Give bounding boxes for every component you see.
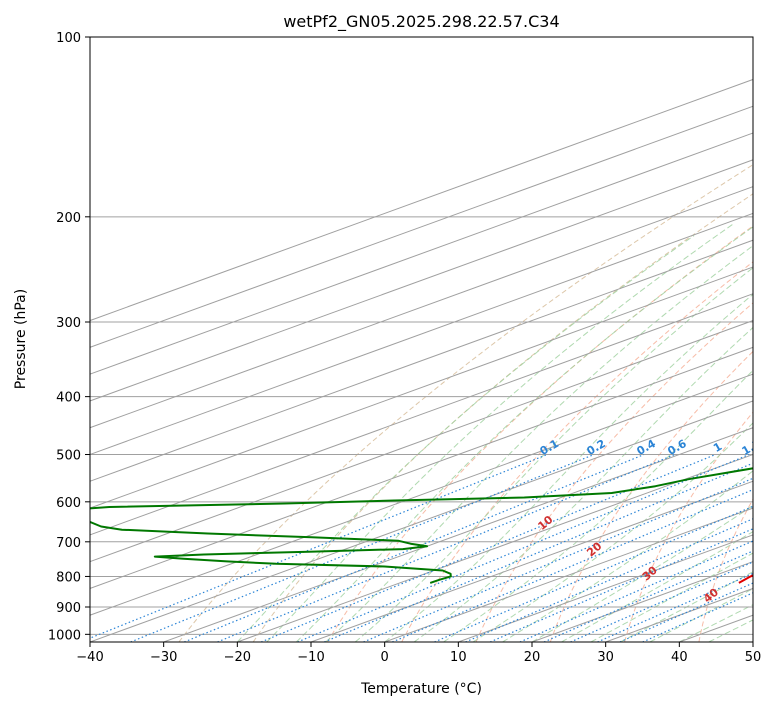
isotherm bbox=[90, 400, 753, 642]
dry-adiabat-label: 10 bbox=[535, 513, 555, 533]
isotherm bbox=[531, 561, 753, 642]
dry-adiabat bbox=[401, 261, 753, 642]
isotherm bbox=[310, 480, 753, 642]
isotherm bbox=[90, 105, 753, 348]
y-tick-label: 100 bbox=[56, 31, 81, 46]
isotherm bbox=[752, 641, 753, 642]
mixing-ratio-line bbox=[260, 453, 716, 642]
mixing-ratio-line bbox=[90, 453, 548, 639]
mixing-ratio-line bbox=[489, 528, 753, 642]
x-axis-label: Temperature (°C) bbox=[360, 681, 482, 697]
isotherm bbox=[384, 507, 753, 642]
mixing-ratio-line bbox=[323, 462, 753, 642]
x-tick-label: 20 bbox=[524, 650, 541, 665]
x-tick-label: 40 bbox=[671, 650, 688, 665]
isotherm bbox=[90, 346, 753, 589]
chart-title: wetPf2_GN05.2025.298.22.57.C34 bbox=[283, 12, 559, 32]
isotherm bbox=[90, 373, 753, 616]
moist-adiabat bbox=[354, 267, 753, 642]
x-tick-label: 10 bbox=[450, 650, 467, 665]
moist-adiabat bbox=[649, 588, 753, 642]
moist-adiabat bbox=[384, 293, 753, 642]
mixing-ratio-label: 1 bbox=[711, 440, 724, 455]
y-tick-label: 600 bbox=[56, 496, 81, 511]
mixing-ratio-line bbox=[297, 453, 750, 642]
dry-adiabat bbox=[178, 164, 753, 642]
moist-adiabat bbox=[531, 504, 753, 642]
dry-adiabat bbox=[252, 193, 753, 642]
moist-adiabat bbox=[502, 470, 753, 642]
y-axis-label: Pressure (hPa) bbox=[13, 289, 29, 389]
moist-adiabat bbox=[325, 245, 753, 642]
isotherm bbox=[90, 78, 753, 322]
dry-adiabat bbox=[549, 350, 753, 642]
isotherm bbox=[90, 293, 753, 536]
isotherm bbox=[90, 132, 753, 375]
background-lines bbox=[90, 37, 753, 642]
x-tick-label: −30 bbox=[150, 650, 177, 665]
mixing-ratio-line bbox=[619, 582, 753, 642]
axes: −40 −30 −20 −10 0 10 20 30 40 50 100 200 300 400 500 60… bbox=[48, 31, 761, 665]
y-tick-label: 500 bbox=[56, 449, 81, 464]
x-tick-label: −10 bbox=[297, 650, 324, 665]
isotherm bbox=[458, 534, 753, 642]
mixing-ratio-line bbox=[543, 550, 753, 642]
dewpoint-line bbox=[90, 467, 753, 584]
y-tick-label: 1000 bbox=[48, 628, 81, 643]
dry-adiabat bbox=[698, 498, 753, 642]
isotherm bbox=[237, 453, 753, 642]
isotherm bbox=[163, 427, 753, 642]
isotherm bbox=[90, 212, 753, 456]
mixing-ratio-line bbox=[642, 592, 753, 642]
isotherm bbox=[90, 266, 753, 509]
plot-frame bbox=[89, 36, 754, 643]
x-tick-label: −20 bbox=[224, 650, 251, 665]
mixing-ratio-line bbox=[570, 561, 753, 642]
y-tick-label: 200 bbox=[56, 211, 81, 226]
x-tick-label: −40 bbox=[76, 650, 103, 665]
data-series bbox=[90, 467, 753, 584]
moist-adiabat bbox=[620, 571, 753, 642]
isotherm bbox=[90, 320, 753, 563]
isotherm bbox=[605, 587, 753, 642]
mixing-ratio-line bbox=[217, 453, 676, 642]
moist-adiabat bbox=[266, 222, 735, 642]
x-tick-label: 0 bbox=[381, 650, 389, 665]
moist-adiabat bbox=[472, 422, 753, 642]
x-tick-label: 30 bbox=[597, 650, 614, 665]
mixing-ratio-line bbox=[391, 488, 753, 642]
moist-adiabat bbox=[561, 530, 753, 642]
temperature-line bbox=[738, 574, 753, 584]
moist-adiabat bbox=[236, 235, 695, 642]
y-tick-label: 400 bbox=[56, 391, 81, 406]
y-tick-label: 900 bbox=[56, 601, 81, 616]
moist-adiabat bbox=[708, 619, 753, 642]
mixing-ratio-line bbox=[434, 505, 753, 642]
mixing-ratio-label: 2 bbox=[770, 440, 775, 455]
y-tick-label: 800 bbox=[56, 570, 81, 585]
isotherm bbox=[90, 186, 753, 429]
y-tick-label: 700 bbox=[56, 536, 81, 551]
isotherm bbox=[90, 239, 753, 482]
y-tick-label: 300 bbox=[56, 316, 81, 331]
x-tick-label: 50 bbox=[745, 650, 762, 665]
dry-adiabat-label: 20 bbox=[584, 539, 604, 559]
isotherm bbox=[90, 159, 753, 402]
line-labels: 0.10.20.40.611.52346810131620253036-100-… bbox=[535, 437, 775, 606]
